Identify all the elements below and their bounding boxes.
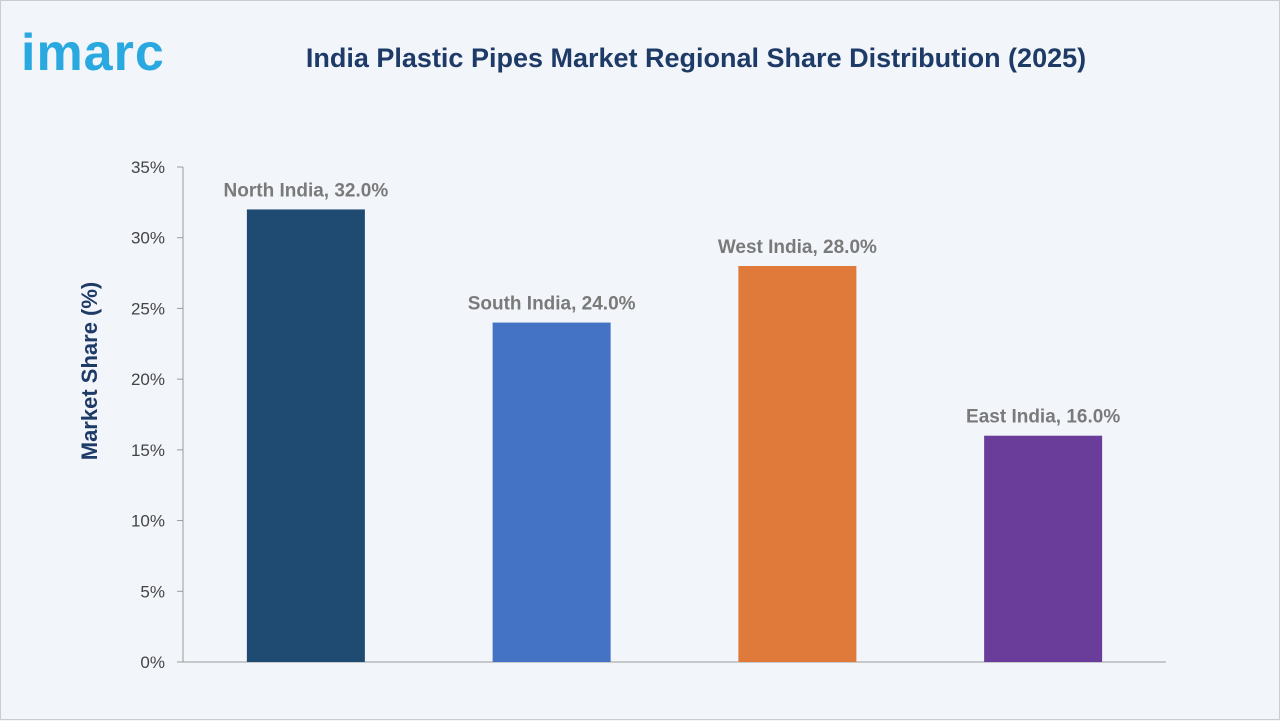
y-tick-label: 5% xyxy=(140,582,165,601)
data-label: South India, 24.0% xyxy=(468,294,636,315)
imarc-logo: imarc xyxy=(21,27,165,79)
y-tick-label: 20% xyxy=(131,370,165,389)
y-tick-label: 10% xyxy=(131,512,165,531)
bar-west-india xyxy=(738,266,857,662)
y-tick-label: 15% xyxy=(131,441,165,460)
y-tick-label: 30% xyxy=(131,229,165,248)
y-tick-label: 0% xyxy=(140,653,165,672)
data-label: East India, 16.0% xyxy=(966,407,1120,428)
data-label: North India, 32.0% xyxy=(224,180,389,201)
y-tick-label: 25% xyxy=(131,299,165,318)
data-labels: North India, 32.0% South India, 24.0% West… xyxy=(224,180,1121,427)
data-label: West India, 28.0% xyxy=(718,237,877,258)
bar-east-india xyxy=(984,435,1103,662)
chart-title: India Plastic Pipes Market Regional Shar… xyxy=(305,43,1087,73)
y-tick-label: 35% xyxy=(131,158,165,177)
bars xyxy=(246,209,1103,662)
axes: 0% 5% 10% 15% 20% 25% 30% 35% xyxy=(131,158,1166,672)
bar-south-india xyxy=(492,322,611,662)
logo-text: imarc xyxy=(21,24,165,82)
bar-north-india xyxy=(246,209,365,662)
y-axis-label: Market Share (%) xyxy=(77,282,102,461)
